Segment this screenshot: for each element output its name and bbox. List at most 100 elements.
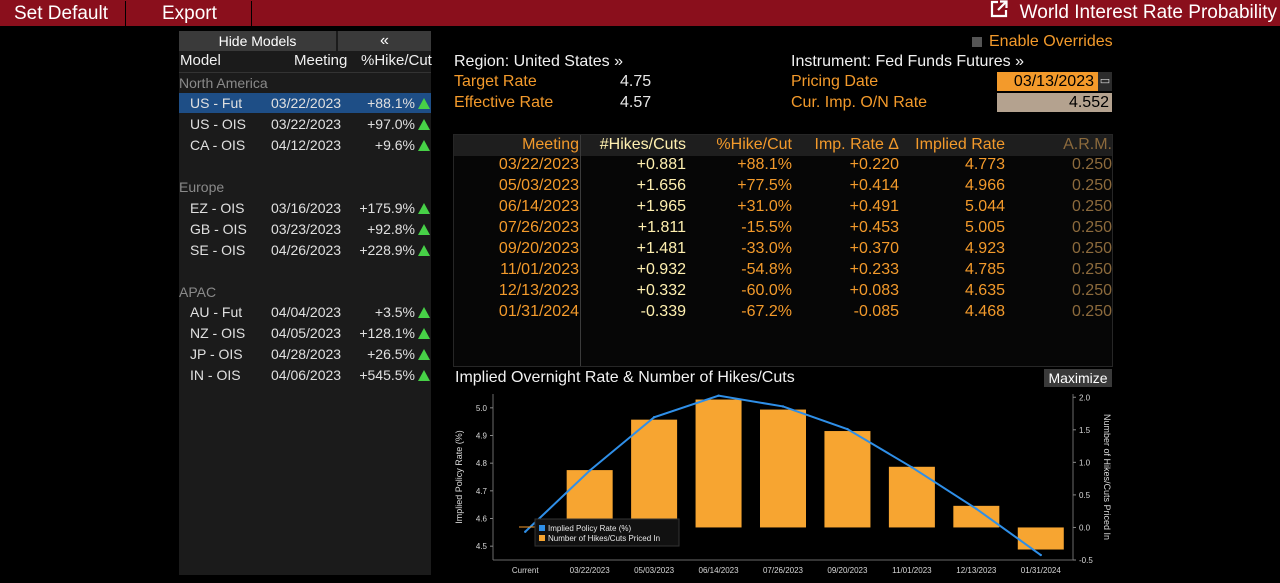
table-row[interactable]: 12/13/2023 +0.332 -60.0% +0.083 4.635 0.… bbox=[454, 281, 1112, 302]
bar bbox=[631, 419, 678, 528]
collapse-panel-icon[interactable]: « bbox=[338, 31, 431, 51]
bar bbox=[888, 466, 935, 528]
model-name: EZ - OIS bbox=[190, 200, 245, 216]
y-tick-label: 4.8 bbox=[476, 459, 488, 468]
bar bbox=[1017, 527, 1064, 550]
model-pct: +128.1% bbox=[359, 325, 415, 341]
y2-tick-label: -0.5 bbox=[1079, 556, 1093, 565]
hide-models-button[interactable]: Hide Models bbox=[179, 31, 336, 51]
cell-meeting: 12/13/2023 bbox=[498, 282, 579, 299]
model-meeting: 04/28/2023 bbox=[271, 346, 342, 362]
enable-overrides-label[interactable]: Enable Overrides bbox=[989, 33, 1113, 50]
th-implied-rate[interactable]: Implied Rate bbox=[915, 136, 1005, 153]
table-row[interactable]: 03/22/2023 +0.881 +88.1% +0.220 4.773 0.… bbox=[454, 155, 1112, 176]
cell-pct: -15.5% bbox=[741, 219, 792, 236]
cell-pct: +31.0% bbox=[737, 198, 792, 215]
cell-hikes-cuts: +1.965 bbox=[636, 198, 686, 215]
model-name: NZ - OIS bbox=[190, 325, 246, 341]
model-row[interactable]: NZ - OIS 04/05/2023 +128.1% bbox=[179, 323, 431, 343]
model-meeting: 03/16/2023 bbox=[271, 200, 342, 216]
cell-pct: +77.5% bbox=[737, 177, 792, 194]
th-imp-rate-delta[interactable]: Imp. Rate Δ bbox=[814, 136, 900, 153]
bar bbox=[566, 470, 613, 528]
model-row[interactable]: SE - OIS 04/26/2023 +228.9% bbox=[179, 240, 431, 260]
model-row[interactable]: AU - Fut 04/04/2023 +3.5% bbox=[179, 302, 431, 322]
model-row[interactable]: GB - OIS 03/23/2023 +92.8% bbox=[179, 219, 431, 239]
col-pct[interactable]: %Hike/Cut bbox=[361, 52, 432, 69]
table-row[interactable]: 01/31/2024 -0.339 -67.2% -0.085 4.468 0.… bbox=[454, 302, 1112, 323]
model-row[interactable]: JP - OIS 04/28/2023 +26.5% bbox=[179, 344, 431, 364]
y-tick-label: 5.0 bbox=[476, 404, 488, 413]
table-row[interactable]: 07/26/2023 +1.811 -15.5% +0.453 5.005 0.… bbox=[454, 218, 1112, 239]
region-selector[interactable]: Region: United States » bbox=[454, 53, 623, 70]
cell-meeting: 07/26/2023 bbox=[498, 219, 579, 236]
effective-rate-label: Effective Rate bbox=[454, 94, 554, 111]
target-rate-label: Target Rate bbox=[454, 73, 537, 90]
model-row[interactable]: IN - OIS 04/06/2023 +545.5% bbox=[179, 365, 431, 385]
cell-meeting: 03/22/2023 bbox=[498, 156, 579, 173]
cell-implied-rate: 4.966 bbox=[964, 177, 1005, 194]
table-row[interactable]: 05/03/2023 +1.656 +77.5% +0.414 4.966 0.… bbox=[454, 176, 1112, 197]
cell-implied-rate: 4.773 bbox=[964, 156, 1005, 173]
group-label: North America bbox=[179, 75, 268, 91]
legend-swatch-bar bbox=[539, 535, 545, 541]
line-point bbox=[781, 405, 785, 408]
x-tick-label: 01/31/2024 bbox=[1021, 566, 1062, 575]
cell-imp-delta: +0.453 bbox=[849, 219, 899, 236]
pricing-date-input[interactable]: 03/13/2023 bbox=[997, 72, 1098, 91]
th-pct-hike-cut[interactable]: %Hike/Cut bbox=[716, 136, 792, 153]
up-arrow-icon bbox=[418, 349, 430, 360]
table-row[interactable]: 11/01/2023 +0.932 -54.8% +0.233 4.785 0.… bbox=[454, 260, 1112, 281]
chart-title: Implied Overnight Rate & Number of Hikes… bbox=[455, 369, 795, 386]
cell-arm: 0.250 bbox=[1071, 177, 1112, 194]
table-row[interactable]: 09/20/2023 +1.481 -33.0% +0.370 4.923 0.… bbox=[454, 239, 1112, 260]
window-title: World Interest Rate Probability bbox=[990, 0, 1277, 26]
models-column-header: Model Meeting %Hike/Cut bbox=[179, 51, 432, 73]
model-meeting: 03/22/2023 bbox=[271, 116, 342, 132]
line-point bbox=[652, 416, 656, 419]
th-arm[interactable]: A.R.M. bbox=[1063, 136, 1112, 153]
table-row[interactable]: 06/14/2023 +1.965 +31.0% +0.491 5.044 0.… bbox=[454, 197, 1112, 218]
col-meeting[interactable]: Meeting bbox=[294, 52, 348, 69]
instrument-selector[interactable]: Instrument: Fed Funds Futures » bbox=[791, 53, 1024, 70]
cell-imp-delta: -0.085 bbox=[853, 303, 899, 320]
col-model[interactable]: Model bbox=[180, 52, 221, 69]
cell-hikes-cuts: +1.481 bbox=[636, 240, 686, 257]
legend-swatch-line bbox=[539, 525, 545, 531]
maximize-button[interactable]: Maximize bbox=[1044, 369, 1112, 387]
x-tick-label: 06/14/2023 bbox=[699, 566, 740, 575]
model-row[interactable]: US - Fut 03/22/2023 +88.1% bbox=[179, 93, 431, 113]
effective-rate-value: 4.57 bbox=[620, 94, 652, 111]
y-tick-label: 4.7 bbox=[476, 487, 488, 496]
model-row[interactable]: EZ - OIS 03/16/2023 +175.9% bbox=[179, 198, 431, 218]
calendar-icon[interactable]: ▭ bbox=[1098, 72, 1112, 91]
x-tick-label: 09/20/2023 bbox=[827, 566, 868, 575]
th-hikes-cuts[interactable]: #Hikes/Cuts bbox=[599, 136, 686, 153]
cur-imp-rate-input[interactable]: 4.552 bbox=[997, 93, 1112, 112]
up-arrow-icon bbox=[418, 307, 430, 318]
cell-implied-rate: 5.044 bbox=[964, 198, 1005, 215]
cell-hikes-cuts: +0.932 bbox=[636, 261, 686, 278]
cell-imp-delta: +0.414 bbox=[849, 177, 899, 194]
bar bbox=[953, 505, 1000, 528]
external-link-icon[interactable] bbox=[990, 0, 1008, 26]
export-button[interactable]: Export bbox=[127, 1, 252, 26]
model-row[interactable]: CA - OIS 04/12/2023 +9.6% bbox=[179, 135, 431, 155]
up-arrow-icon bbox=[418, 224, 430, 235]
th-meeting[interactable]: Meeting bbox=[522, 136, 579, 153]
cell-hikes-cuts: +1.656 bbox=[636, 177, 686, 194]
line-point bbox=[588, 469, 591, 472]
rates-table: Meeting #Hikes/Cuts %Hike/Cut Imp. Rate … bbox=[453, 134, 1113, 367]
model-pct: +88.1% bbox=[367, 95, 415, 111]
cell-pct: -54.8% bbox=[741, 261, 792, 278]
cell-pct: -67.2% bbox=[741, 303, 792, 320]
model-row[interactable]: US - OIS 03/22/2023 +97.0% bbox=[179, 114, 431, 134]
cell-pct: -60.0% bbox=[741, 282, 792, 299]
column-divider bbox=[580, 135, 581, 366]
model-name: JP - OIS bbox=[190, 346, 243, 362]
top-bar: Set Default Export World Interest Rate P… bbox=[0, 0, 1280, 26]
cell-implied-rate: 5.005 bbox=[964, 219, 1005, 236]
set-default-button[interactable]: Set Default bbox=[0, 1, 126, 26]
enable-overrides-checkbox[interactable] bbox=[972, 37, 982, 47]
model-pct: +175.9% bbox=[359, 200, 415, 216]
